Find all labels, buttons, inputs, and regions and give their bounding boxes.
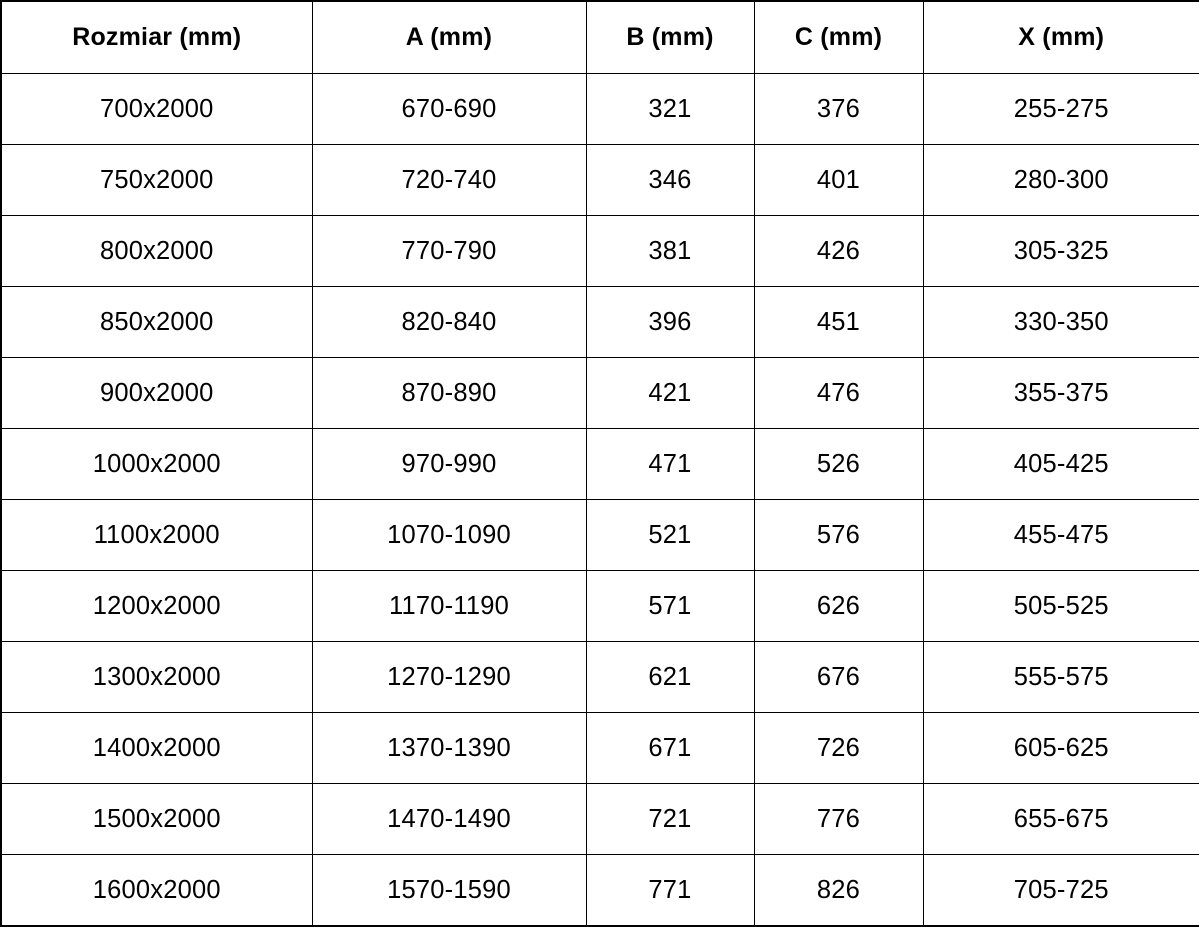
- cell-b: 321: [585, 73, 755, 145]
- table-row: 1300x2000 1270-1290 621 676 555-575: [0, 641, 1199, 713]
- cell-b: 396: [585, 286, 755, 358]
- column-header-a: A (mm): [311, 0, 587, 74]
- cell-b: 671: [585, 712, 755, 784]
- table-body: 700x2000 670-690 321 376 255-275 750x2000 720-…: [0, 73, 1199, 927]
- table-row: 1400x2000 1370-1390 671 726 605-625: [0, 712, 1199, 784]
- table-row: 700x2000 670-690 321 376 255-275: [0, 73, 1199, 145]
- cell-c: 626: [753, 570, 924, 642]
- cell-size: 1200x2000: [0, 570, 313, 642]
- cell-size: 1500x2000: [0, 783, 313, 855]
- cell-b: 571: [585, 570, 755, 642]
- cell-b: 471: [585, 428, 755, 500]
- cell-c: 376: [753, 73, 924, 145]
- table-row: 750x2000 720-740 346 401 280-300: [0, 144, 1199, 216]
- cell-x: 505-525: [922, 570, 1199, 642]
- table-row: 1200x2000 1170-1190 571 626 505-525: [0, 570, 1199, 642]
- cell-x: 655-675: [922, 783, 1199, 855]
- cell-c: 401: [753, 144, 924, 216]
- cell-c: 726: [753, 712, 924, 784]
- cell-x: 555-575: [922, 641, 1199, 713]
- table-row: 800x2000 770-790 381 426 305-325: [0, 215, 1199, 287]
- table-row: 900x2000 870-890 421 476 355-375: [0, 357, 1199, 429]
- cell-c: 451: [753, 286, 924, 358]
- cell-c: 526: [753, 428, 924, 500]
- cell-size: 750x2000: [0, 144, 313, 216]
- cell-b: 521: [585, 499, 755, 571]
- cell-a: 1370-1390: [311, 712, 587, 784]
- cell-a: 1170-1190: [311, 570, 587, 642]
- cell-x: 455-475: [922, 499, 1199, 571]
- cell-x: 255-275: [922, 73, 1199, 145]
- table-row: 850x2000 820-840 396 451 330-350: [0, 286, 1199, 358]
- cell-size: 900x2000: [0, 357, 313, 429]
- cell-size: 1600x2000: [0, 854, 313, 927]
- cell-b: 346: [585, 144, 755, 216]
- column-header-x: X (mm): [922, 0, 1199, 74]
- cell-b: 721: [585, 783, 755, 855]
- column-header-size: Rozmiar (mm): [0, 0, 313, 74]
- column-header-b: B (mm): [585, 0, 755, 74]
- cell-x: 355-375: [922, 357, 1199, 429]
- cell-x: 605-625: [922, 712, 1199, 784]
- table-row: 1000x2000 970-990 471 526 405-425: [0, 428, 1199, 500]
- cell-a: 1270-1290: [311, 641, 587, 713]
- cell-x: 330-350: [922, 286, 1199, 358]
- cell-size: 700x2000: [0, 73, 313, 145]
- table-header: Rozmiar (mm) A (mm) B (mm) C (mm) X (mm): [0, 0, 1199, 74]
- cell-c: 426: [753, 215, 924, 287]
- cell-a: 1070-1090: [311, 499, 587, 571]
- cell-size: 1300x2000: [0, 641, 313, 713]
- cell-size: 1400x2000: [0, 712, 313, 784]
- cell-c: 476: [753, 357, 924, 429]
- cell-c: 676: [753, 641, 924, 713]
- cell-c: 776: [753, 783, 924, 855]
- cell-c: 826: [753, 854, 924, 927]
- cell-a: 670-690: [311, 73, 587, 145]
- cell-b: 421: [585, 357, 755, 429]
- cell-a: 1470-1490: [311, 783, 587, 855]
- cell-x: 405-425: [922, 428, 1199, 500]
- cell-c: 576: [753, 499, 924, 571]
- cell-x: 705-725: [922, 854, 1199, 927]
- cell-b: 381: [585, 215, 755, 287]
- cell-b: 621: [585, 641, 755, 713]
- table-row: 1500x2000 1470-1490 721 776 655-675: [0, 783, 1199, 855]
- cell-a: 1570-1590: [311, 854, 587, 927]
- cell-a: 720-740: [311, 144, 587, 216]
- cell-a: 870-890: [311, 357, 587, 429]
- cell-size: 800x2000: [0, 215, 313, 287]
- cell-size: 850x2000: [0, 286, 313, 358]
- cell-a: 970-990: [311, 428, 587, 500]
- cell-a: 820-840: [311, 286, 587, 358]
- table-row: 1100x2000 1070-1090 521 576 455-475: [0, 499, 1199, 571]
- cell-size: 1100x2000: [0, 499, 313, 571]
- cell-a: 770-790: [311, 215, 587, 287]
- column-header-c: C (mm): [753, 0, 924, 74]
- table-row: 1600x2000 1570-1590 771 826 705-725: [0, 854, 1199, 927]
- cell-x: 280-300: [922, 144, 1199, 216]
- cell-b: 771: [585, 854, 755, 927]
- cell-size: 1000x2000: [0, 428, 313, 500]
- cell-x: 305-325: [922, 215, 1199, 287]
- table-header-row: Rozmiar (mm) A (mm) B (mm) C (mm) X (mm): [0, 0, 1199, 74]
